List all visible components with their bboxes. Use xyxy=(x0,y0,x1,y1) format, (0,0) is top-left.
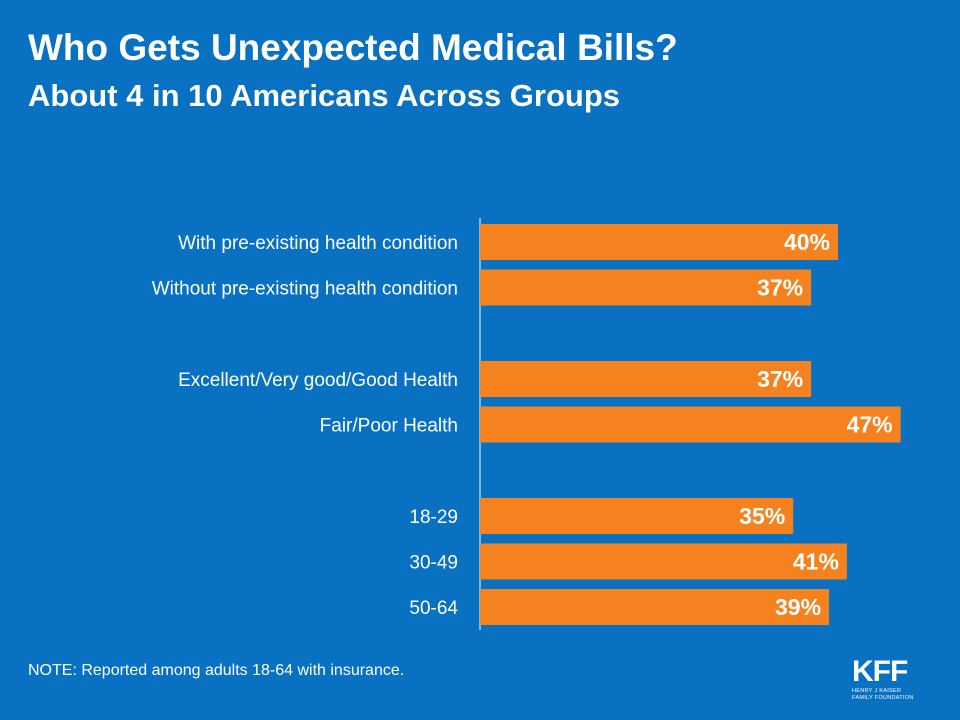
data-label: 39% xyxy=(775,594,821,620)
logo-mark: KFF xyxy=(852,655,908,688)
data-label: 35% xyxy=(739,503,785,529)
chart-subtitle: About 4 in 10 Americans Across Groups xyxy=(28,78,621,113)
bar xyxy=(480,361,812,397)
bar-chart: With pre-existing health condition 40% Wit… xyxy=(152,218,901,630)
bar xyxy=(480,589,830,625)
bar xyxy=(480,269,812,306)
category-label: 18-29 xyxy=(409,507,458,528)
logo-subtitle-line2: FAMILY FOUNDATION xyxy=(852,694,914,701)
data-label: 47% xyxy=(847,412,893,438)
kff-logo: KFF HENRY J KAISER FAMILY FOUNDATION xyxy=(852,655,932,704)
bar xyxy=(480,406,901,443)
category-label: Without pre-existing health condition xyxy=(152,279,458,300)
logo-subtitle: HENRY J KAISER FAMILY FOUNDATION xyxy=(852,688,932,701)
logo-subtitle-line1: HENRY J KAISER xyxy=(852,688,902,694)
bar xyxy=(480,543,847,580)
category-label: Fair/Poor Health xyxy=(320,416,458,437)
data-label: 37% xyxy=(757,366,803,392)
category-label: With pre-existing health condition xyxy=(178,233,458,254)
footnote: NOTE: Reported among adults 18-64 with i… xyxy=(28,662,405,679)
category-label: Excellent/Very good/Good Health xyxy=(178,370,458,391)
category-label: 50-64 xyxy=(409,598,458,619)
category-label: 30-49 xyxy=(409,553,458,574)
chart-title: Who Gets Unexpected Medical Bills? xyxy=(28,27,678,68)
data-label: 37% xyxy=(757,275,803,301)
data-label: 40% xyxy=(784,229,830,255)
data-label: 41% xyxy=(793,549,839,575)
bar xyxy=(480,498,794,534)
bar xyxy=(480,224,838,260)
